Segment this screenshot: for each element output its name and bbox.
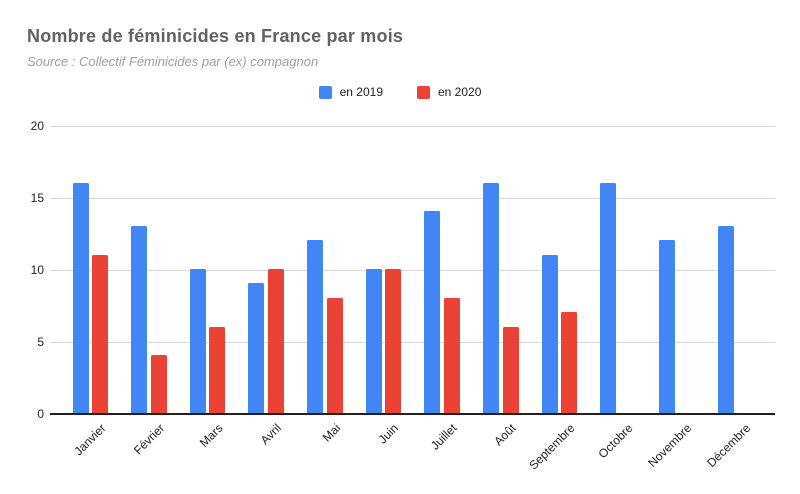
- bar-en-2020-mai[interactable]: [326, 297, 343, 413]
- x-tick-label-novembre: Novembre: [645, 421, 695, 471]
- bar-en-2020-mars[interactable]: [209, 326, 226, 413]
- bar-en-2020-juillet[interactable]: [443, 297, 460, 413]
- gridline-y-10: [50, 270, 775, 271]
- x-tick-label-juin: Juin: [375, 421, 402, 447]
- bar-en-2019-décembre[interactable]: [717, 225, 734, 413]
- y-tick-label-5: 5: [37, 335, 44, 349]
- legend-swatch-2020-icon: [417, 85, 430, 99]
- x-tick-label-septembre: Septembre: [525, 421, 578, 473]
- bar-en-2020-juin[interactable]: [385, 269, 402, 413]
- y-tick-label-20: 20: [30, 119, 44, 133]
- gridline-y-15: [50, 198, 775, 199]
- legend: en 2019 en 2020: [0, 85, 800, 99]
- bar-en-2019-octobre[interactable]: [600, 182, 617, 413]
- legend-item-2020[interactable]: en 2020: [417, 85, 481, 99]
- bar-en-2020-avril[interactable]: [267, 269, 284, 413]
- bar-en-2020-septembre[interactable]: [561, 312, 578, 413]
- bar-en-2019-novembre[interactable]: [659, 240, 675, 413]
- x-tick-label-mai: Mai: [319, 421, 343, 445]
- y-tick-label-0: 0: [37, 407, 44, 421]
- bar-en-2019-avril[interactable]: [248, 283, 265, 413]
- y-tick-label-10: 10: [30, 263, 44, 277]
- legend-item-2019[interactable]: en 2019: [318, 85, 383, 99]
- y-tick-label-15: 15: [30, 191, 44, 205]
- bar-en-2020-février[interactable]: [150, 355, 167, 413]
- bar-en-2019-mars[interactable]: [189, 269, 206, 413]
- legend-label-2020: en 2020: [438, 85, 482, 99]
- bar-en-2020-janvier[interactable]: [92, 254, 108, 413]
- bar-en-2019-août[interactable]: [483, 182, 500, 413]
- x-tick-label-février: Février: [130, 421, 167, 458]
- bar-en-2019-juin[interactable]: [365, 269, 382, 413]
- bar-en-2020-août[interactable]: [502, 326, 519, 413]
- gridline-y-20: [50, 126, 775, 127]
- chart-title: Nombre de féminicides en France par mois: [27, 26, 404, 46]
- bar-en-2019-février[interactable]: [131, 225, 148, 413]
- gridline-y-5: [50, 342, 775, 343]
- plot-area: [50, 126, 775, 415]
- x-axis-line: [50, 413, 775, 415]
- x-tick-label-octobre: Octobre: [595, 421, 637, 462]
- legend-swatch-2019-icon: [318, 85, 332, 99]
- bar-en-2019-mai[interactable]: [307, 240, 324, 413]
- x-tick-label-janvier: Janvier: [70, 421, 109, 459]
- x-tick-label-mars: Mars: [196, 421, 226, 450]
- chart-subtitle: Source : Collectif Féminicides par (ex) …: [27, 54, 319, 69]
- x-tick-label-avril: Avril: [257, 421, 285, 448]
- x-tick-label-août: Août: [491, 421, 519, 449]
- x-tick-label-décembre: Décembre: [704, 421, 754, 471]
- bar-en-2019-janvier[interactable]: [72, 182, 89, 413]
- bar-en-2019-juillet[interactable]: [424, 211, 441, 413]
- bar-en-2019-septembre[interactable]: [541, 254, 558, 413]
- legend-label-2019: en 2019: [339, 85, 383, 99]
- x-tick-label-juillet: Juillet: [428, 421, 461, 453]
